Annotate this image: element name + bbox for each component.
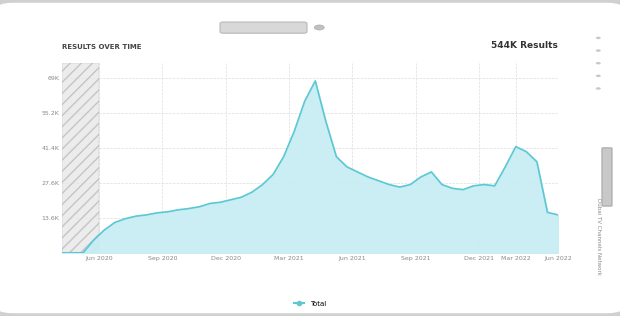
Text: RESULTS OVER TIME: RESULTS OVER TIME (62, 44, 141, 50)
Legend: Total: Total (291, 298, 329, 310)
Text: 544K Results: 544K Results (491, 41, 558, 50)
Bar (62, 63, 99, 253)
Text: Dubai TV Channels Network: Dubai TV Channels Network (596, 198, 601, 276)
